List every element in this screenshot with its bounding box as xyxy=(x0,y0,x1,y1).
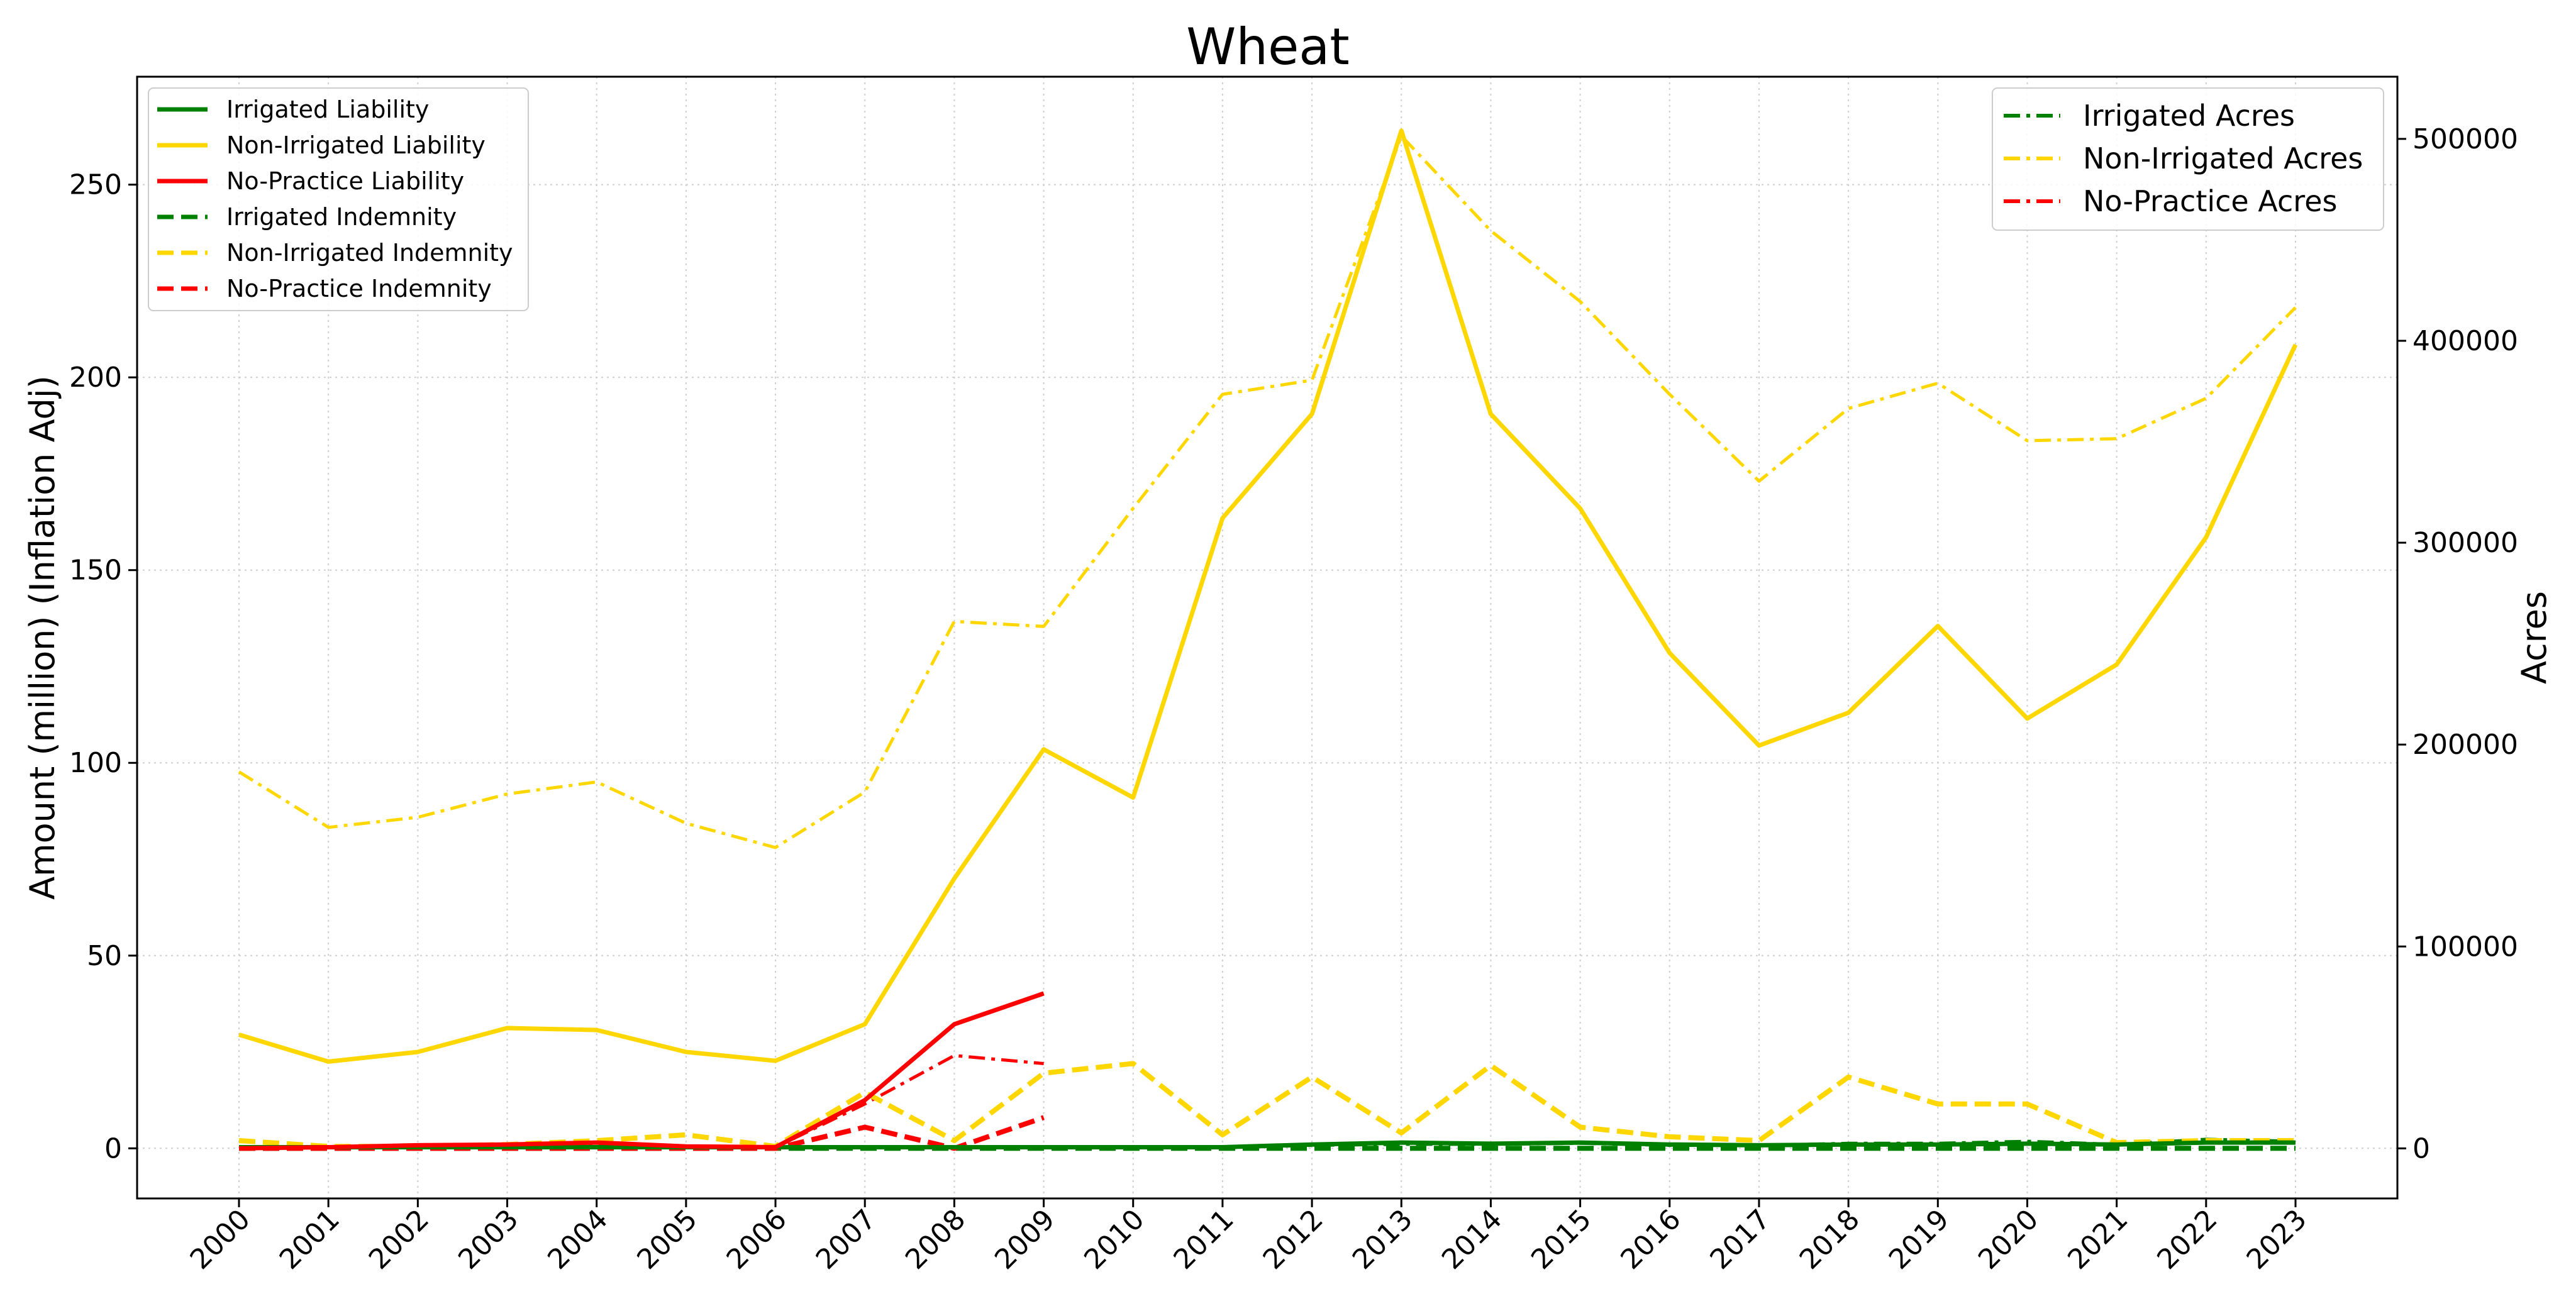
legend-label: No-Practice Indemnity xyxy=(226,275,492,302)
legend-label: No-Practice Liability xyxy=(226,167,464,195)
y-axis-left: 0 50 100 150 200 250 xyxy=(69,169,137,1164)
legend-label: Non-Irrigated Liability xyxy=(226,131,486,159)
y-tick-label: 100 xyxy=(69,747,122,779)
legend-label: No-Practice Acres xyxy=(2083,184,2337,218)
legend-label: Irrigated Indemnity xyxy=(226,203,457,231)
y-axis-title: Amount (million) (Inflation Adj) xyxy=(23,375,62,900)
legend-left-box xyxy=(148,87,529,311)
y2-tick-label: 400000 xyxy=(2412,325,2518,357)
y2-tick-label: 100000 xyxy=(2412,931,2518,963)
y-tick-label: 200 xyxy=(69,362,122,394)
y-tick-label: 150 xyxy=(69,555,122,587)
legend-label: Non-Irrigated Acres xyxy=(2083,141,2363,175)
y-tick-label: 0 xyxy=(104,1132,122,1164)
legend-right-box xyxy=(1992,87,2384,231)
y2-tick-label: 200000 xyxy=(2412,729,2518,761)
legend-label: Non-Irrigated Indemnity xyxy=(226,239,513,267)
series-lines xyxy=(238,128,2298,1151)
legend-label: Irrigated Acres xyxy=(2083,99,2295,133)
y2-axis-title: Acres xyxy=(2514,591,2554,684)
y-tick-label: 50 xyxy=(87,940,122,972)
series-line-non-irrigated-liability xyxy=(238,128,2298,1064)
y2-tick-label: 500000 xyxy=(2412,123,2518,155)
plot-frame xyxy=(136,75,2399,1200)
chart-title: Wheat xyxy=(1186,18,1349,76)
y-tick-label: 250 xyxy=(69,169,122,201)
series-line-no-practice-liability xyxy=(238,991,1045,1151)
series-line-irrigated-liability xyxy=(239,1140,2296,1149)
y2-tick-label: 300000 xyxy=(2412,527,2518,559)
legend-left: Irrigated Liability Non-Irrigated Liabili… xyxy=(148,87,529,311)
y-axis-right: 0 100000 200000 300000 400000 500000 xyxy=(2397,123,2518,1164)
series-line-non-irrigated-acres xyxy=(238,134,2297,849)
legend-label: Irrigated Liability xyxy=(226,96,429,123)
y2-tick-label: 0 xyxy=(2412,1132,2430,1164)
legend-right: Irrigated Acres Non-Irrigated Acres No-Pra… xyxy=(1992,87,2384,231)
